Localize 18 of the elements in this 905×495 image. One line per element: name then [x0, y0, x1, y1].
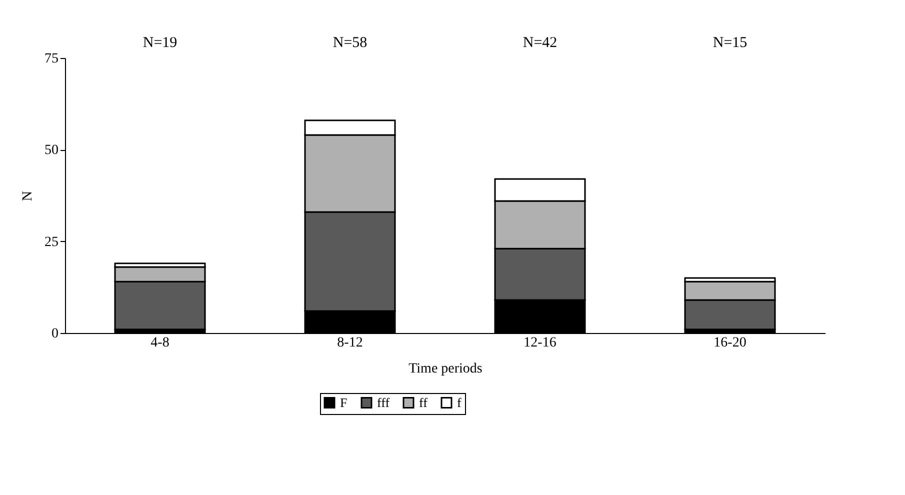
y-tick-label: 0	[52, 326, 58, 342]
y-tick-label: 75	[44, 52, 58, 66]
legend-label: fff	[377, 394, 390, 410]
y-tick-label: 50	[44, 143, 58, 158]
x-axis-title: Time periods	[408, 362, 482, 376]
y-tick-label: 25	[44, 234, 58, 250]
x-tick-label: 16-20	[714, 336, 746, 350]
text: N=19	[142, 35, 178, 51]
x-tick-label: 4-8	[150, 336, 170, 350]
text: N=15	[712, 35, 748, 51]
legend-label: f	[457, 394, 462, 410]
x-tick-label: 8-12	[337, 336, 363, 350]
legend-label: ff	[419, 394, 428, 410]
text: N=58	[332, 35, 368, 51]
y-axis-title: N	[20, 190, 36, 202]
legend-label: F	[340, 394, 348, 410]
text: N=42	[522, 35, 558, 51]
x-tick-label: 12-16	[524, 336, 556, 350]
